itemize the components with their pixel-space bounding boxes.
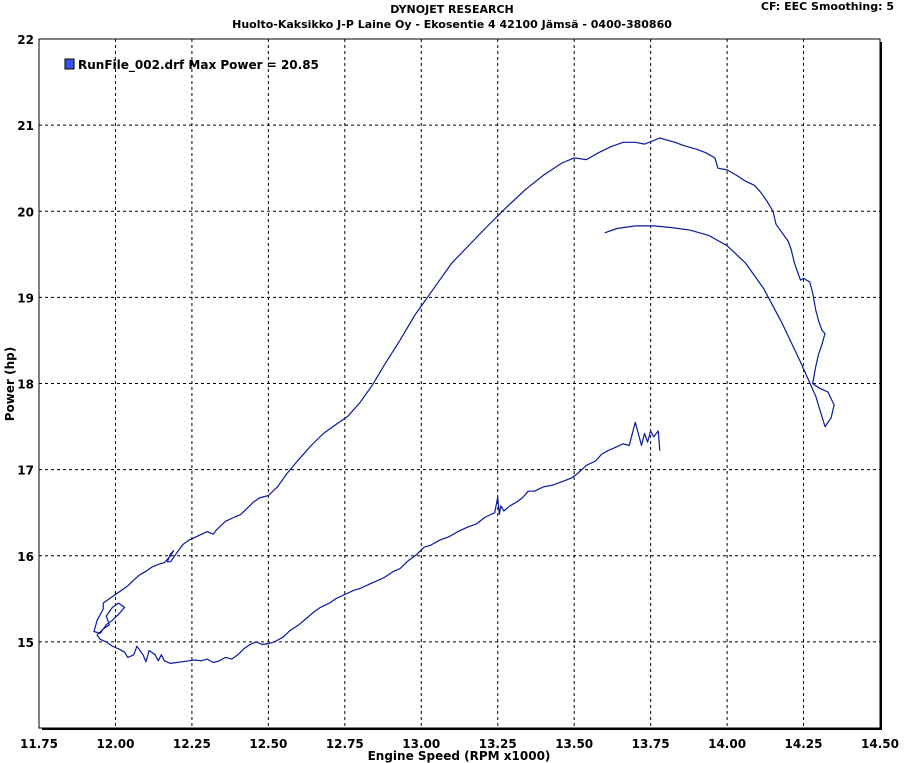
x-tick-label: 13.75	[632, 737, 670, 751]
y-tick-label: 19	[17, 291, 34, 305]
y-tick-label: 15	[17, 636, 34, 650]
legend-swatch	[64, 58, 75, 70]
x-tick-label: 14.50	[861, 737, 899, 751]
y-tick-label: 16	[17, 550, 34, 564]
x-tick-label: 12.00	[96, 737, 134, 751]
x-axis-title: Engine Speed (RPM x1000)	[368, 749, 551, 763]
y-tick-label: 21	[17, 119, 34, 133]
y-tick-label: 18	[17, 378, 34, 392]
x-tick-label: 13.50	[555, 737, 593, 751]
legend: RunFile_002.drf Max Power = 20.85	[64, 58, 319, 73]
x-tick-label: 13.00	[402, 737, 440, 751]
x-tick-label: 12.50	[249, 737, 287, 751]
x-tick-labels: 11.75 12.00 12.25 12.50 12.75 13.00 13.25 13.50…	[20, 737, 899, 751]
y-axis-title: Power (hp)	[3, 347, 17, 421]
correction-factor-label: CF: EEC Smoothing: 5	[760, 0, 894, 13]
series-line	[93, 137, 835, 665]
y-tick-label: 17	[17, 464, 34, 478]
x-tick-label: 14.00	[708, 737, 746, 751]
x-tick-label: 14.25	[785, 737, 823, 751]
y-tick-label: 22	[17, 33, 34, 47]
x-tick-label: 13.25	[479, 737, 517, 751]
chart-title: DYNOJET RESEARCH	[390, 3, 514, 16]
y-tick-label: 20	[17, 205, 34, 219]
grid	[39, 39, 880, 728]
x-tick-label: 12.25	[173, 737, 211, 751]
chart-subtitle: Huolto-Kaksikko J-P Laine Oy - Ekosentie…	[232, 18, 672, 31]
x-tick-label: 11.75	[20, 737, 58, 751]
y-tick-labels: 15 16 17 18 19 20 21 22	[17, 33, 34, 650]
series-layer	[93, 137, 835, 665]
legend-label: RunFile_002.drf Max Power = 20.85	[78, 58, 319, 73]
x-tick-label: 12.75	[326, 737, 364, 751]
